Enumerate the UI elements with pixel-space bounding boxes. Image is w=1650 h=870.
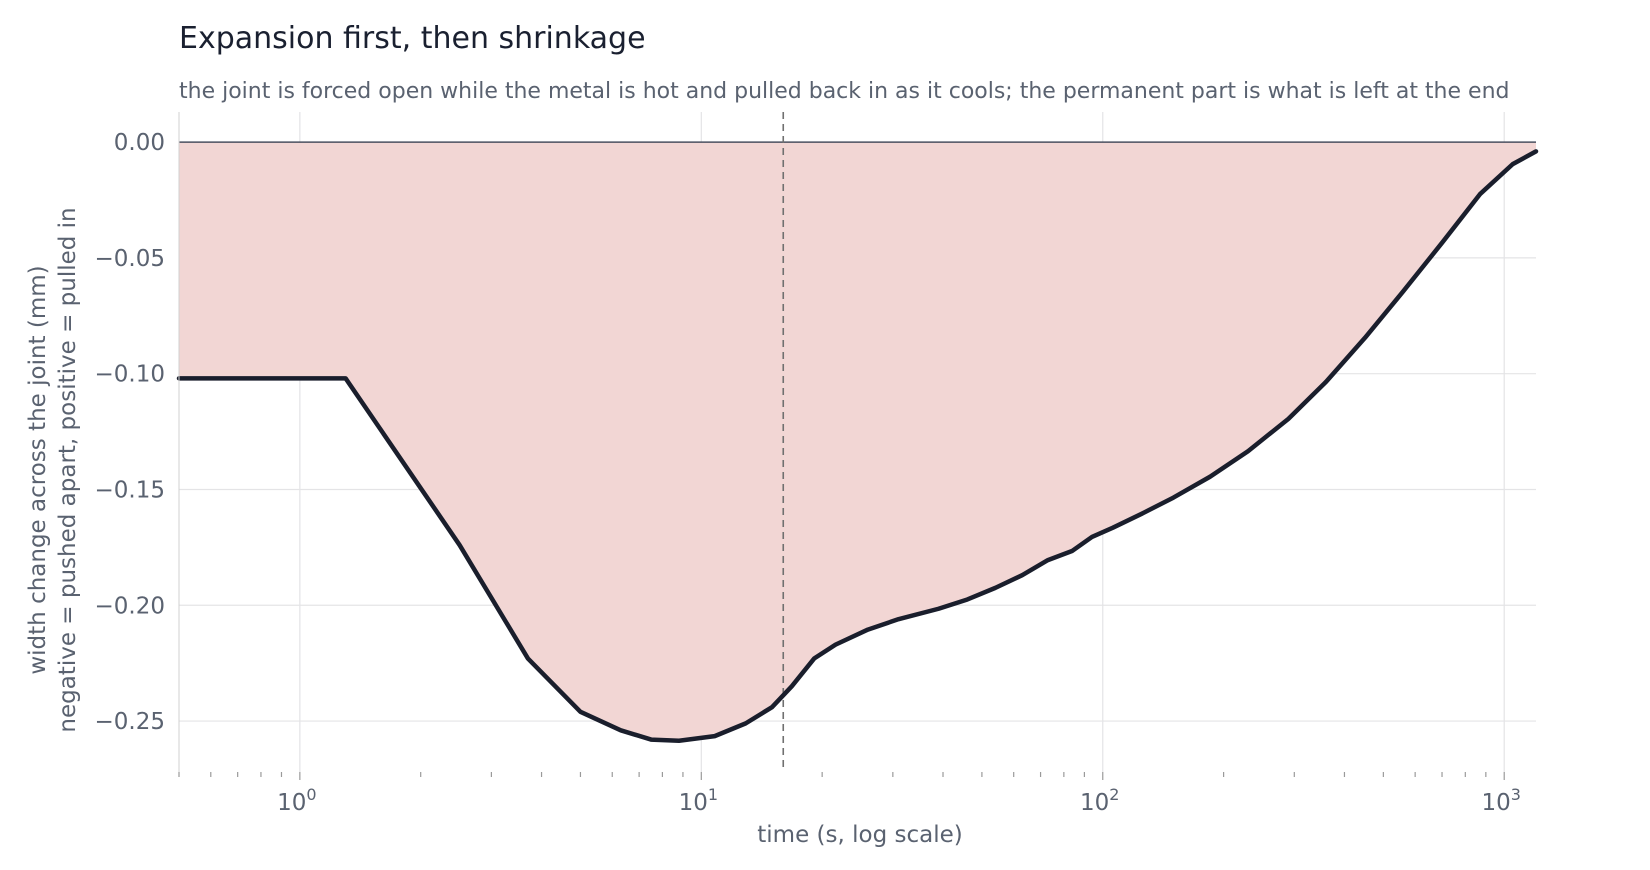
x-tick-label: 100 [277,785,316,816]
y-tick-label: −0.25 [95,709,165,735]
y-tick-label: −0.05 [95,246,165,272]
y-tick-label: −0.15 [95,477,165,503]
x-tick-label: 102 [1080,785,1119,816]
x-axis-label: time (s, log scale) [757,822,962,848]
y-axis-label-line-1: width change across the joint (mm) [25,265,51,674]
x-tick-label: 103 [1481,785,1520,816]
y-axis: 0.00 −0.05 −0.10 −0.15 −0.20 −0.25 [95,112,180,772]
y-tick-label: −0.20 [95,593,165,619]
y-tick-label: −0.10 [95,362,165,388]
x-tick-label: 101 [679,785,718,816]
chart-title: Expansion first, then shrinkage [179,21,646,56]
chart-subtitle: the joint is forced open while the metal… [179,79,1509,104]
y-axis-label-line-2: negative = pushed apart, positive = pull… [55,207,81,732]
y-axis-label: width change across the joint (mm) negat… [25,207,81,732]
x-axis: 100 101 102 103 [178,772,1521,816]
series-line [176,149,1539,743]
area-fill [179,142,1536,741]
area-fill-layer [179,142,1536,741]
series-line-layer [176,149,1539,743]
y-tick-label: 0.00 [114,130,165,156]
